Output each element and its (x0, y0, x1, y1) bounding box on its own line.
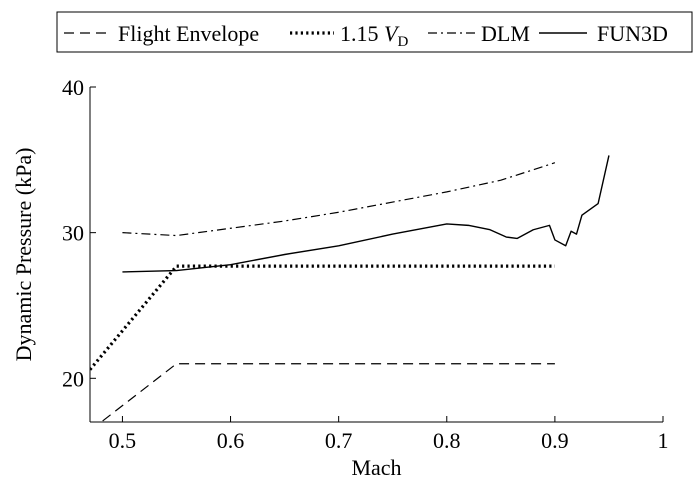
legend-label: FUN3D (597, 21, 668, 46)
y-tick-label: 30 (62, 221, 84, 246)
series-line-dlm (122, 162, 556, 237)
legend-label: 1.15 VD (340, 21, 408, 50)
x-tick-label: 0.9 (541, 428, 569, 453)
legend-label: DLM (481, 21, 530, 46)
x-axis-label: Mach (351, 455, 401, 480)
x-tick-label: 0.5 (109, 428, 137, 453)
x-tick-label: 1 (658, 428, 669, 453)
x-tick-label: 0.7 (325, 428, 353, 453)
legend: Flight Envelope 1.15 VD DLM FUN3D (56, 11, 693, 53)
x-axis: 0.5 0.6 0.7 0.8 0.9 1 (90, 416, 669, 453)
y-tick-label: 20 (62, 366, 84, 391)
series-line-fun3d (122, 155, 610, 273)
plot-area (90, 155, 610, 422)
x-tick-label: 0.8 (433, 428, 461, 453)
x-tick-label: 0.6 (217, 428, 245, 453)
series-line-1-15-v-d (90, 264, 555, 371)
y-axis: 20 30 40 (62, 75, 96, 422)
legend-label: Flight Envelope (118, 21, 259, 46)
legend-box (56, 11, 693, 53)
y-tick-label: 40 (62, 75, 84, 100)
y-axis-label: Dynamic Pressure (kPa) (11, 148, 36, 362)
series-line-flight-envelope (100, 363, 555, 422)
